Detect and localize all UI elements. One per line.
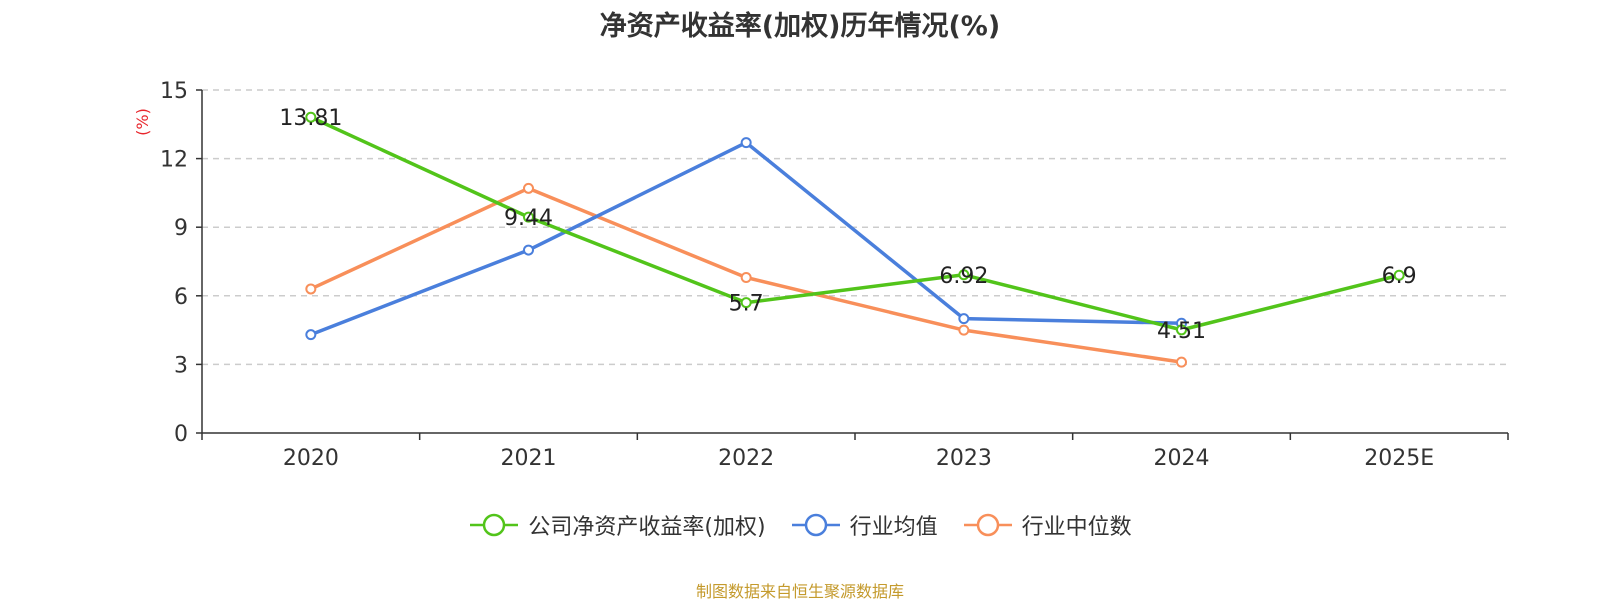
legend-item[interactable]: 公司净资产收益率(加权) [468, 509, 766, 541]
legend-label: 行业均值 [849, 515, 938, 540]
y-axis-label: (%) [133, 108, 152, 136]
data-point [305, 111, 317, 123]
data-point [523, 244, 534, 256]
data-labels: 13.81 9.44 5.7 6.92 4.51 6.9 [279, 106, 1416, 344]
data-point [523, 182, 534, 194]
data-point [305, 283, 317, 295]
chart-title: 净资产收益率(加权)历年情况(%) [599, 11, 1001, 42]
y-tick-label: 12 [160, 148, 188, 173]
legend-circle [483, 513, 506, 537]
data-point [1176, 324, 1187, 336]
y-tick-label: 6 [174, 285, 188, 310]
y-tick-label: 15 [160, 79, 188, 104]
legend-item[interactable]: 行业中位数 [962, 509, 1132, 541]
series-line [310, 115, 1400, 332]
y-tick-label: 3 [174, 353, 188, 378]
data-point [740, 137, 752, 149]
legend-label: 公司净资产收益率(加权) [528, 515, 766, 540]
legend-marker-icon [470, 513, 519, 537]
data-point [958, 269, 970, 281]
legend-circle [804, 513, 827, 537]
data-label: 5.7 [729, 292, 764, 317]
y-tick-label: 0 [174, 422, 188, 447]
x-tick-label: 2021 [501, 446, 557, 471]
data-point [523, 211, 534, 223]
data-label: 6.9 [1382, 264, 1417, 289]
x-tick-label: 2024 [1154, 446, 1210, 471]
x-tick-label: 2022 [718, 446, 774, 471]
data-label: 4.51 [1157, 319, 1206, 344]
data-point [958, 324, 970, 336]
legend: 公司净资产收益率(加权) 行业均值 行业中位数 [0, 509, 1600, 541]
x-tick-label: 2025E [1364, 446, 1434, 471]
legend-label: 行业中位数 [1021, 515, 1132, 540]
data-point [740, 297, 752, 309]
data-point [1393, 269, 1405, 281]
source-note: 制图数据来自恒生聚源数据库 [695, 582, 904, 601]
data-label: 9.44 [504, 206, 553, 231]
gridlines [202, 89, 1508, 366]
legend-marker-icon [963, 513, 1012, 537]
data-label: 13.81 [279, 106, 342, 131]
data-point [1176, 356, 1187, 368]
data-label: 6.92 [939, 264, 988, 289]
x-tick-label: 2020 [283, 446, 339, 471]
series-lines [305, 111, 1405, 368]
legend-marker-icon [791, 513, 840, 537]
data-point [740, 272, 752, 284]
legend-item[interactable]: 行业均值 [790, 509, 938, 541]
x-tick-label: 2023 [936, 446, 992, 471]
axes: 0 3 6 9 12 15 2020 2021 2022 2023 2024 2025E (%) [133, 79, 1509, 471]
y-tick-label: 9 [174, 216, 188, 241]
data-point [305, 329, 317, 341]
data-point [958, 313, 970, 325]
legend-circle [976, 513, 999, 537]
